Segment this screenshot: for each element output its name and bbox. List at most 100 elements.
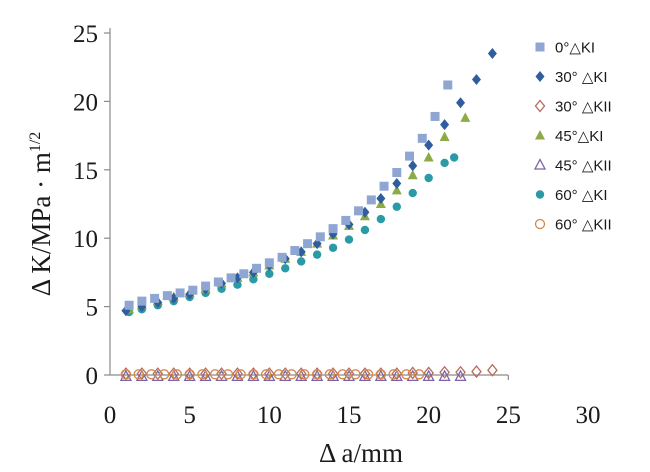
legend-marker [534, 99, 546, 113]
legend-label: 45° △KII [555, 158, 612, 175]
x-tick-label: 25 [496, 402, 521, 429]
data-point [392, 168, 402, 178]
data-point [124, 300, 134, 310]
x-tick-label: 20 [416, 402, 441, 429]
data-point [167, 369, 180, 382]
data-point [295, 367, 307, 381]
x-tick-label: 5 [183, 402, 196, 429]
x-tick-label: 30 [576, 402, 601, 429]
data-point [423, 366, 435, 380]
data-point [248, 369, 259, 380]
y-tick-label: 5 [86, 295, 99, 322]
data-point [171, 369, 183, 380]
data-point [231, 369, 244, 382]
data-point [168, 367, 180, 381]
data-point [438, 369, 451, 382]
data-point [376, 214, 386, 224]
data-point [454, 369, 467, 382]
data-point [136, 367, 148, 381]
data-point [119, 369, 133, 382]
data-point [401, 369, 412, 380]
data-point [281, 264, 290, 273]
data-point [487, 48, 497, 60]
data-point [374, 369, 387, 382]
data-point [471, 74, 481, 86]
data-point [337, 369, 348, 380]
legend-marker [535, 130, 545, 140]
legend-label: 45°△KI [555, 128, 603, 145]
data-point [456, 97, 466, 109]
data-point [162, 291, 172, 301]
series-1 [121, 48, 497, 317]
data-point [311, 369, 324, 382]
data-point [210, 369, 221, 380]
data-point [408, 188, 417, 198]
data-point [366, 195, 376, 205]
data-point [137, 296, 147, 306]
x-tick-label: 10 [257, 402, 282, 429]
y-tick-label: 25 [73, 21, 98, 48]
y-axis-title: Δ K/MPa · m1/2 [26, 132, 56, 297]
data-point [226, 273, 236, 283]
data-point [235, 369, 246, 380]
data-point [413, 369, 425, 380]
legend-label: 60° △KII [555, 217, 612, 234]
data-point [424, 173, 433, 183]
data-point [328, 243, 338, 252]
y-tick-label: 10 [73, 226, 98, 253]
y-axis-title-main: Δ K/MPa · m [26, 152, 56, 296]
data-point [390, 369, 403, 382]
data-point [252, 263, 262, 273]
data-point [460, 112, 471, 122]
data-point [455, 365, 466, 379]
x-tick-label: 15 [337, 402, 362, 429]
data-point [299, 369, 310, 380]
data-point [290, 246, 300, 256]
data-point [360, 225, 370, 235]
data-point [312, 250, 322, 259]
data-point [150, 293, 160, 303]
data-point [422, 369, 435, 382]
legend-marker [535, 71, 545, 82]
series-2 [120, 363, 498, 381]
data-point [407, 169, 418, 180]
data-point [328, 224, 338, 234]
data-point [159, 369, 170, 380]
data-point [326, 369, 340, 382]
data-point [375, 369, 387, 380]
data-point [297, 257, 306, 266]
data-point [358, 369, 372, 382]
data-point [286, 369, 297, 380]
data-point [443, 80, 453, 90]
data-point [392, 202, 401, 211]
data-point [264, 258, 274, 268]
data-point [197, 369, 208, 380]
data-point [184, 369, 195, 380]
data-point [391, 184, 402, 195]
data-point [265, 269, 274, 278]
data-point [439, 365, 450, 379]
data-point [341, 215, 351, 225]
data-point [201, 281, 211, 291]
series-5 [124, 153, 459, 317]
y-axis-title-superscript: 1/2 [27, 132, 44, 152]
data-point [362, 369, 374, 380]
data-point [449, 153, 459, 162]
data-point [430, 111, 440, 121]
data-point [354, 206, 364, 216]
data-point [133, 369, 144, 380]
data-point [440, 158, 449, 168]
data-point [295, 369, 308, 382]
data-point [423, 151, 434, 162]
x-tick-label: 0 [104, 402, 117, 429]
data-point [303, 239, 313, 249]
data-point [359, 367, 371, 381]
legend-marker [535, 190, 545, 199]
data-point [146, 369, 157, 380]
data-point [471, 365, 482, 379]
data-point [222, 369, 234, 380]
data-point [324, 369, 336, 380]
data-point [417, 133, 427, 143]
